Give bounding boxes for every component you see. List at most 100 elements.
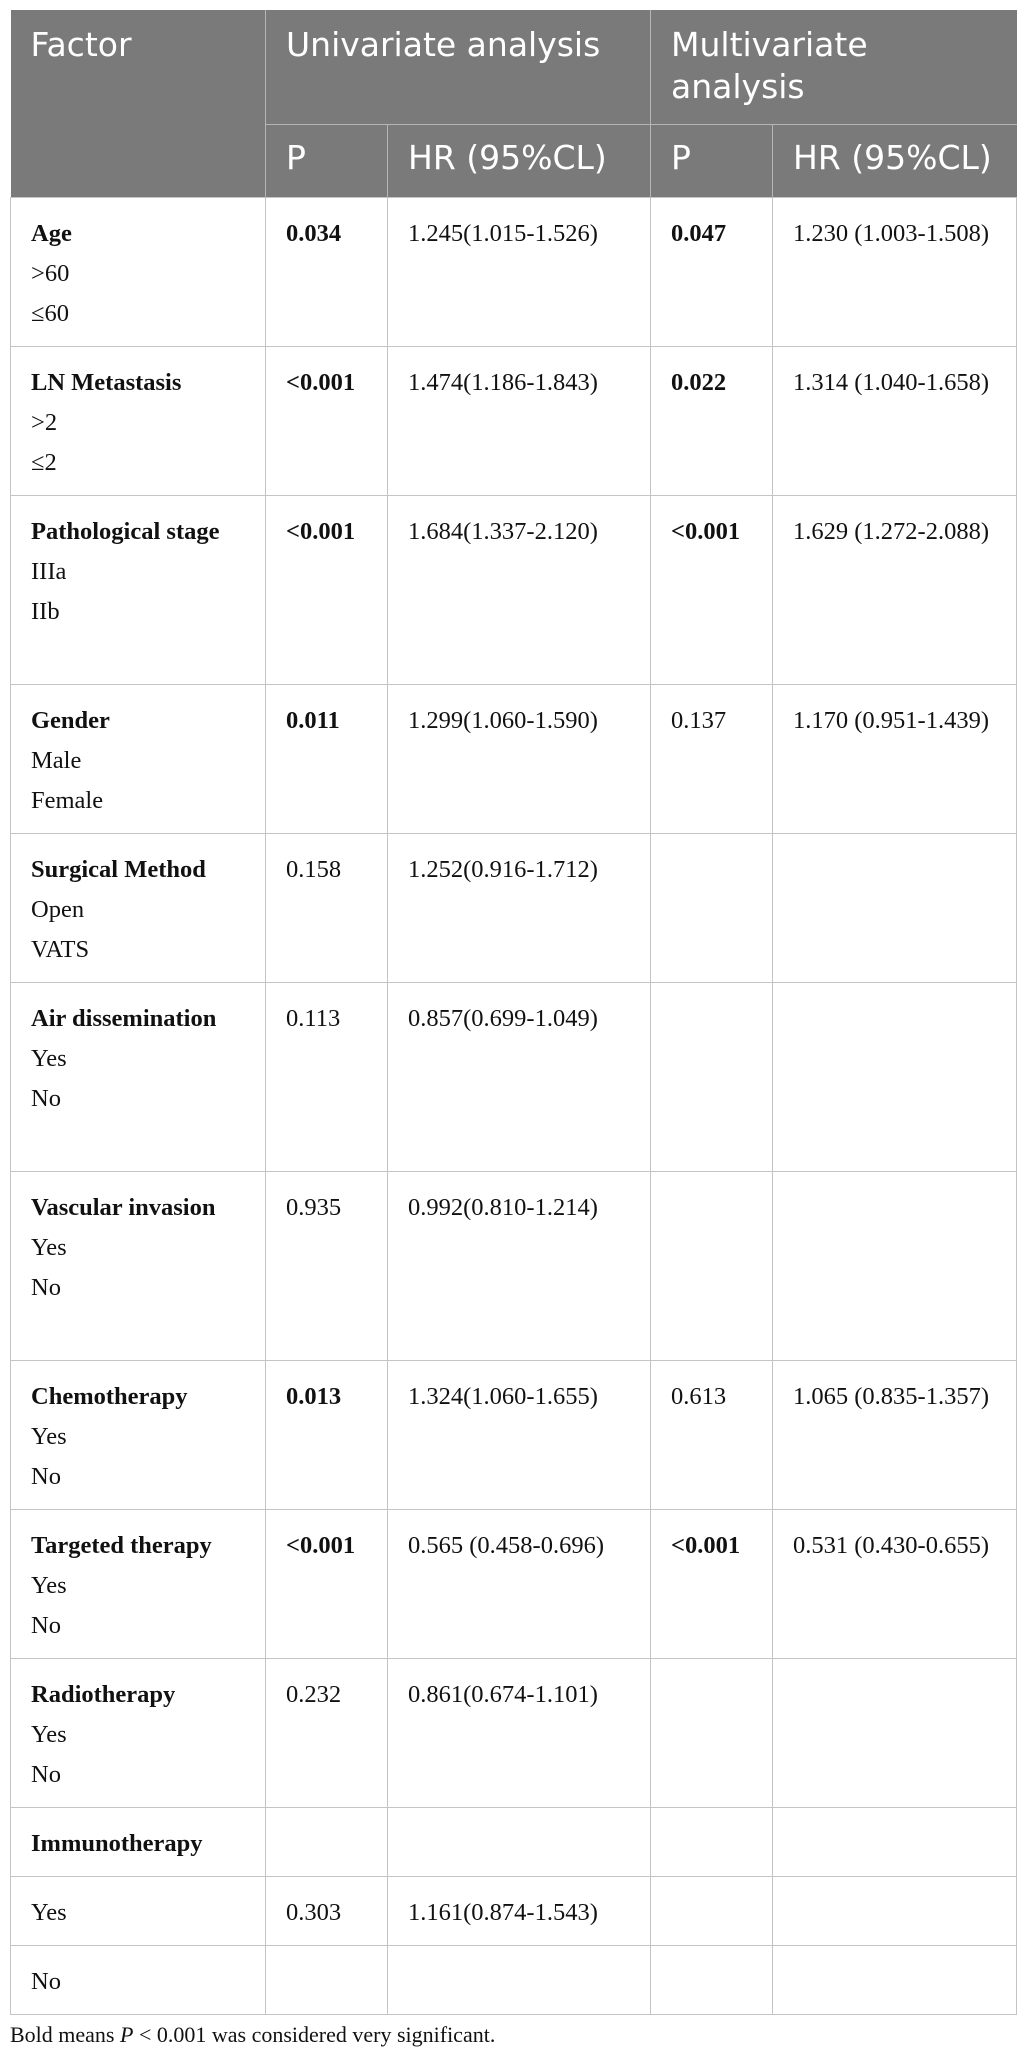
multi-hr-value: 1.065 (0.835-1.357) [772,1360,1018,1510]
table-row: Pathological stage IIIa IIb <0.001 1.684(1.3… [10,495,1018,685]
factor-level: ≤2 [31,449,57,476]
uni-p-value: <0.001 [265,346,388,496]
uni-hr-value [386,1945,652,2015]
uni-p-value: 0.303 [265,1876,388,1946]
uni-p-value: 0.013 [265,1360,388,1510]
factor-level: Yes [31,1423,67,1450]
uni-p-value: <0.001 [265,495,388,685]
factor-level: No [31,1761,61,1788]
factor-level: >60 [31,260,70,287]
multi-p-value: <0.001 [650,495,774,685]
factor-name: Air dissemination [31,1005,217,1032]
table-row: LN Metastasis >2 ≤2 <0.001 1.474(1.186-1.843… [10,346,1018,496]
uni-p-value: 0.011 [265,684,388,834]
table-row: Gender Male Female 0.011 1.299(1.060-1.590) 0… [10,684,1018,834]
factor-level: No [31,1612,61,1639]
uni-hr-value: 1.252(0.916-1.712) [386,833,652,983]
multi-p-value [650,1807,774,1877]
factor-name: Targeted therapy [31,1532,212,1559]
uni-hr-value: 1.299(1.060-1.590) [386,684,652,834]
table-row: Age >60 ≤60 0.034 1.245(1.015-1.526) 0.047 1.2… [10,197,1018,347]
factor-cell: Vascular invasion Yes No [10,1171,266,1361]
factor-level: VATS [31,936,90,963]
factor-level: Yes [31,1721,67,1748]
multi-hr-value: 1.230 (1.003-1.508) [772,197,1018,347]
factor-cell: Chemotherapy Yes No [10,1360,266,1510]
multi-p-value [650,982,774,1172]
multi-hr-value [772,1658,1018,1808]
multi-hr-value: 1.170 (0.951-1.439) [772,684,1018,834]
multi-p-value [650,833,774,983]
factor-level: Yes [31,1234,67,1261]
factor-cell: Age >60 ≤60 [10,197,266,347]
table-row: Yes 0.303 1.161(0.874-1.543) [10,1876,1018,1946]
uni-hr-value: 0.861(0.674-1.101) [386,1658,652,1808]
uni-p-value [265,1945,388,2015]
factor-level: >2 [31,409,58,436]
factor-level: Open [31,896,85,923]
uni-p-value: <0.001 [265,1509,388,1659]
footnote-before: Bold means [10,2022,120,2047]
multi-hr-value: 1.314 (1.040-1.658) [772,346,1018,496]
multi-p-value: 0.137 [650,684,774,834]
factor-level: No [31,1274,61,1301]
header-multi-p: P [650,124,774,198]
table-body: Age >60 ≤60 0.034 1.245(1.015-1.526) 0.047 1.2… [10,197,1018,2015]
factor-level: IIb [31,598,60,625]
header-uni-p: P [265,124,388,198]
hazard-ratio-table: Factor Univariate analysis Multivariate … [10,10,1018,2015]
factor-name: Immunotherapy [10,1807,266,1877]
multi-hr-value: 1.629 (1.272-2.088) [772,495,1018,685]
factor-level: Yes [31,1572,67,1599]
factor-level: IIIa [31,558,67,585]
footnote-p: P [120,2022,134,2047]
multi-p-value: 0.047 [650,197,774,347]
factor-level: Yes [31,1045,67,1072]
factor-cell: LN Metastasis >2 ≤2 [10,346,266,496]
factor-level: Yes [10,1876,266,1946]
table-header: Factor Univariate analysis Multivariate … [10,10,1017,198]
uni-p-value: 0.158 [265,833,388,983]
factor-level: Male [31,747,82,774]
multi-hr-value [772,1945,1018,2015]
factor-cell: Surgical Method Open VATS [10,833,266,983]
uni-p-value: 0.034 [265,197,388,347]
factor-level: No [31,1463,61,1490]
uni-hr-value: 0.992(0.810-1.214) [386,1171,652,1361]
table-row: Targeted therapy Yes No <0.001 0.565 (0.458-… [10,1509,1018,1659]
factor-level: No [31,1085,61,1112]
multi-hr-value [772,1171,1018,1361]
multi-hr-value: 0.531 (0.430-0.655) [772,1509,1018,1659]
factor-cell: Gender Male Female [10,684,266,834]
uni-p-value [265,1807,388,1877]
table-footnote: Bold means P < 0.001 was considered very… [10,2022,495,2048]
results-table-container: Factor Univariate analysis Multivariate … [10,10,1018,2015]
header-univariate: Univariate analysis [265,10,652,125]
table-row: Immunotherapy [10,1807,1018,1877]
header-factor: Factor [10,10,266,198]
table-row: Vascular invasion Yes No 0.935 0.992(0.810-1… [10,1171,1018,1361]
uni-hr-value: 1.474(1.186-1.843) [386,346,652,496]
multi-p-value [650,1945,774,2015]
multi-p-value: 0.022 [650,346,774,496]
header-multi-hr: HR (95%CL) [772,124,1017,198]
factor-name: Vascular invasion [31,1194,216,1221]
multi-p-value: <0.001 [650,1509,774,1659]
uni-hr-value: 0.565 (0.458-0.696) [386,1509,652,1659]
factor-level: No [10,1945,266,2015]
factor-cell: Targeted therapy Yes No [10,1509,266,1659]
table-row: Radiotherapy Yes No 0.232 0.861(0.674-1.101) [10,1658,1018,1808]
table-row: Air dissemination Yes No 0.113 0.857(0.699-1… [10,982,1018,1172]
multi-hr-value [772,1876,1018,1946]
table-row: Surgical Method Open VATS 0.158 1.252(0.916-… [10,833,1018,983]
multi-p-value [650,1171,774,1361]
multi-p-value: 0.613 [650,1360,774,1510]
table-row: No [10,1945,1018,2015]
factor-cell: Radiotherapy Yes No [10,1658,266,1808]
footnote-after: < 0.001 was considered very significant. [133,2022,496,2047]
uni-p-value: 0.113 [265,982,388,1172]
factor-name: Gender [31,707,110,734]
multi-p-value [650,1876,774,1946]
factor-name: Pathological stage [31,518,220,545]
uni-hr-value: 1.161(0.874-1.543) [386,1876,652,1946]
